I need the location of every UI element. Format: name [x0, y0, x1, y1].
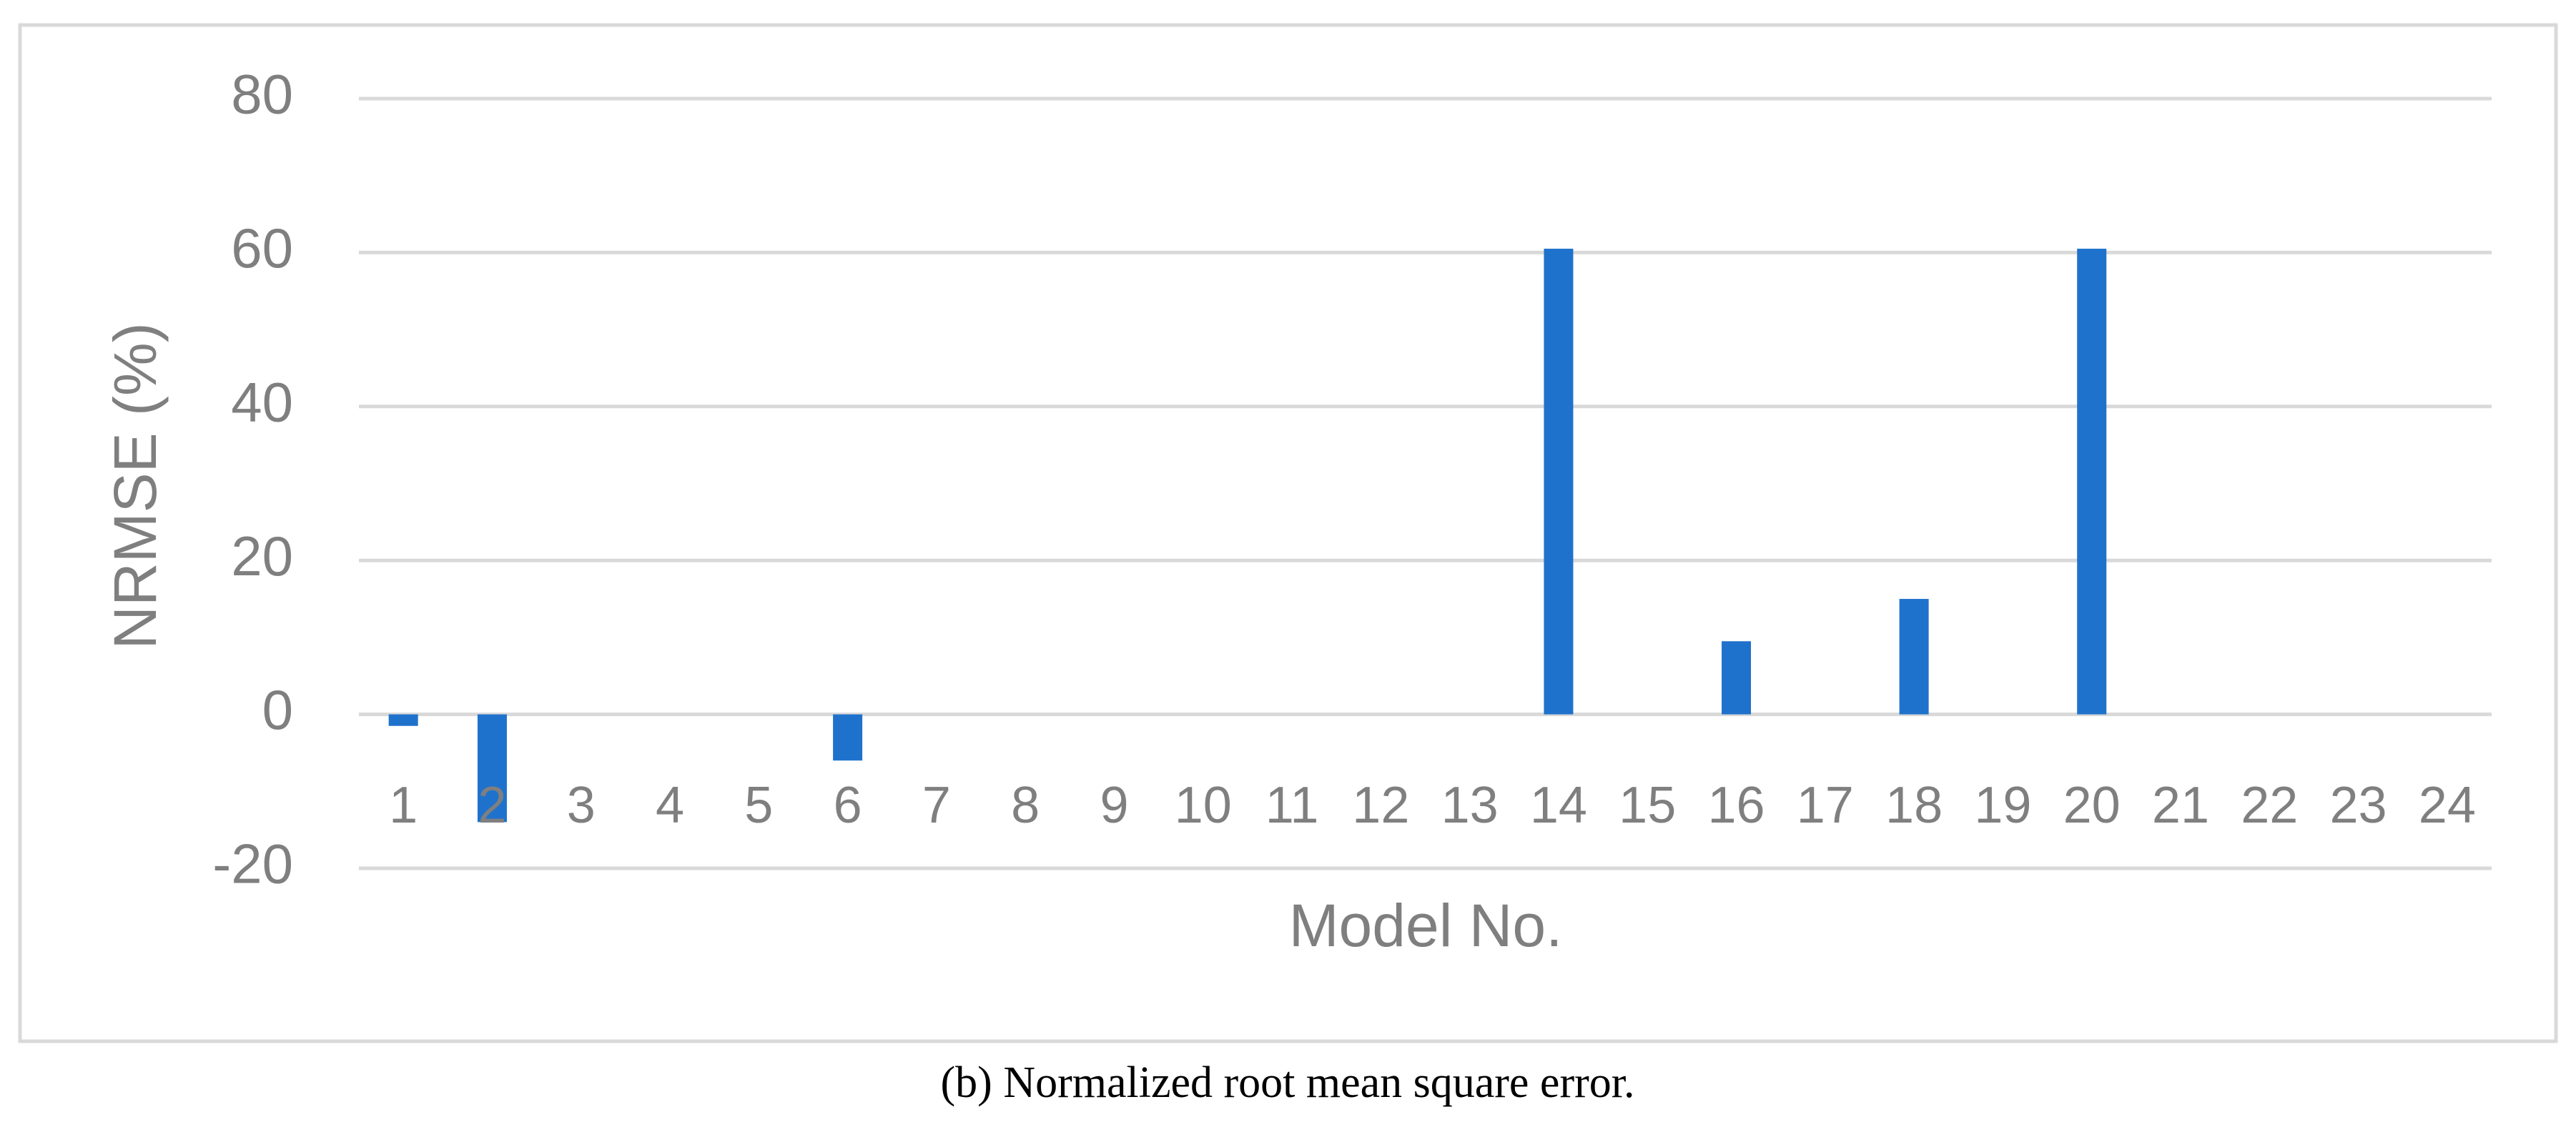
x-axis-title: Model No.: [1289, 892, 1563, 959]
x-tick-label: 14: [1530, 777, 1587, 834]
x-tick-label: 24: [2419, 777, 2476, 834]
chart-frame: [18, 23, 2558, 1043]
y-tick-label: 0: [262, 678, 293, 741]
x-tick-label: 15: [1619, 777, 1676, 834]
x-tick-label: 17: [1797, 777, 1854, 834]
y-tick-label: 20: [231, 525, 293, 587]
y-tick-label: 40: [231, 370, 293, 433]
x-tick-label: 7: [922, 777, 951, 834]
x-tick-label: 4: [656, 777, 684, 834]
x-tick-label: 11: [1265, 777, 1319, 834]
x-tick-label: 16: [1707, 777, 1765, 834]
y-axis-title: NRMSE (%): [102, 322, 169, 649]
y-tick-label: 80: [231, 63, 293, 126]
x-tick-label: 13: [1441, 777, 1499, 834]
x-tick-label: 20: [2063, 777, 2121, 834]
y-tick-label: -20: [212, 833, 293, 895]
bar: [1722, 641, 1752, 715]
x-tick-label: 12: [1352, 777, 1409, 834]
x-tick-label: 9: [1100, 777, 1128, 834]
bar: [477, 714, 507, 823]
caption: (b) Normalized root mean square error.: [941, 1058, 1635, 1107]
x-tick-label: 3: [567, 777, 596, 834]
x-tick-label: 22: [2241, 777, 2298, 834]
bar: [388, 714, 418, 726]
bar: [1899, 599, 1929, 715]
bar: [2077, 249, 2107, 715]
x-tick-label: 1: [389, 777, 418, 834]
x-tick-label: 6: [834, 777, 862, 834]
x-tick-label: 23: [2330, 777, 2387, 834]
x-tick-label: 19: [1974, 777, 2031, 834]
x-tick-label: 5: [744, 777, 773, 834]
y-tick-label: 60: [231, 217, 293, 279]
bar: [1544, 249, 1574, 715]
x-tick-label: 2: [478, 777, 506, 834]
x-tick-label: 18: [1885, 777, 1943, 834]
x-tick-label: 10: [1175, 777, 1232, 834]
x-tick-label: 21: [2152, 777, 2209, 834]
x-tick-label: 8: [1011, 777, 1040, 834]
bar: [833, 714, 863, 761]
